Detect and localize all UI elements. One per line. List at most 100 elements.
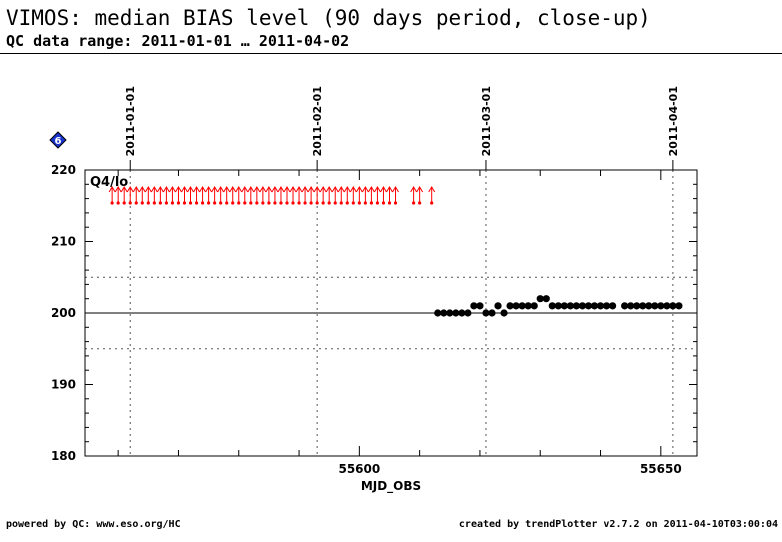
outlier-arrowhead — [175, 186, 182, 193]
outlier-arrowhead — [386, 186, 393, 193]
data-point — [476, 302, 484, 310]
outlier-arrowhead — [325, 186, 333, 193]
data-point — [452, 309, 460, 317]
data-point — [639, 302, 647, 310]
outlier-arrowhead — [271, 186, 279, 193]
outlier-point — [363, 201, 367, 205]
data-point — [621, 302, 629, 310]
outlier-point — [285, 201, 289, 205]
outlier-arrowhead — [150, 186, 158, 193]
outlier-point — [207, 201, 211, 205]
outlier-point — [267, 201, 271, 205]
data-point — [572, 302, 581, 310]
outlier-point — [333, 201, 337, 205]
outlier-point — [140, 201, 144, 205]
data-point — [530, 302, 538, 310]
outlier-point — [188, 201, 193, 205]
outlier-point — [176, 201, 181, 205]
diamond-icon — [49, 131, 67, 149]
outlier-arrowhead — [410, 186, 418, 193]
data-point — [627, 302, 635, 310]
data-point — [669, 302, 677, 310]
data-point — [657, 302, 665, 310]
outlier-point — [273, 201, 277, 205]
data-point — [596, 302, 605, 310]
date-marker-label: 2011-02-01 — [311, 86, 324, 156]
outlier-arrowhead — [374, 186, 381, 193]
outlier-arrowhead — [187, 186, 194, 193]
outlier-point — [243, 201, 247, 205]
outlier-point — [418, 201, 422, 205]
y-tick-label: 220 — [51, 163, 76, 177]
data-point — [464, 309, 472, 317]
date-marker-label: 2011-01-01 — [124, 86, 137, 156]
outlier-point — [213, 201, 217, 205]
bias-chart: 2011-01-01 2011-02-01 2011-03-01 2011-04-01… — [49, 86, 698, 494]
data-point — [602, 302, 611, 310]
outlier-point — [309, 201, 313, 205]
outlier-point — [249, 201, 253, 205]
outlier-arrowhead — [181, 186, 188, 193]
outlier-point — [339, 201, 343, 205]
outlier-arrowhead — [349, 186, 357, 193]
outlier-arrowhead — [392, 186, 399, 193]
data-point — [608, 302, 617, 310]
outlier-arrowhead — [193, 186, 200, 193]
outlier-arrowhead — [223, 186, 231, 193]
outlier-arrowhead — [132, 186, 140, 193]
data-point — [584, 302, 593, 310]
data-range-subtitle: QC data range: 2011-01-01 … 2011-04-02 — [6, 32, 350, 50]
data-point — [458, 309, 466, 317]
outlier-arrowhead — [247, 186, 255, 193]
outlier-arrowhead — [168, 186, 176, 193]
outlier-point — [291, 201, 295, 205]
outlier-arrowhead — [265, 186, 273, 193]
x-axis: 55600 55650 — [117, 170, 682, 476]
outlier-point — [357, 201, 361, 205]
outlier-arrowhead — [307, 186, 315, 193]
y-tick-label: 180 — [51, 449, 76, 463]
header-divider — [0, 53, 782, 54]
badge: 6 — [49, 131, 67, 149]
outlier-point — [387, 201, 392, 205]
outlier-arrows — [108, 186, 436, 205]
data-point — [518, 302, 526, 310]
outlier-arrowhead — [241, 186, 249, 193]
outlier-point — [110, 201, 114, 205]
outlier-arrowhead — [295, 186, 303, 193]
x-axis-label: MJD_OBS — [361, 479, 421, 494]
outlier-point — [134, 201, 138, 205]
data-point — [524, 302, 532, 310]
outlier-point — [146, 201, 150, 205]
outlier-point — [116, 201, 120, 205]
outlier-point — [351, 201, 355, 205]
outlier-point — [164, 201, 168, 205]
data-point — [542, 295, 550, 303]
outlier-arrowhead — [144, 186, 152, 193]
outlier-point — [261, 201, 265, 205]
outlier-point — [279, 201, 283, 205]
outlier-point — [327, 201, 331, 205]
y-tick-label: 200 — [51, 306, 76, 320]
outlier-point — [381, 201, 386, 205]
data-points — [434, 295, 683, 317]
outlier-point — [152, 201, 156, 205]
data-point — [651, 302, 659, 310]
x-tick-label: 55650 — [640, 462, 682, 476]
outlier-point — [321, 201, 325, 205]
outlier-point — [128, 201, 132, 205]
outlier-point — [345, 201, 349, 205]
outlier-arrowhead — [253, 186, 261, 193]
outlier-point — [237, 201, 241, 205]
outlier-arrowhead — [211, 186, 219, 193]
data-point — [470, 302, 478, 310]
data-point — [446, 309, 454, 317]
y-tick-label: 190 — [51, 378, 76, 392]
outlier-arrowhead — [138, 186, 146, 193]
outlier-point — [369, 201, 374, 205]
outlier-point — [231, 201, 235, 205]
outlier-point — [303, 201, 307, 205]
data-point — [633, 302, 641, 310]
outlier-arrowhead — [355, 186, 363, 193]
outlier-arrowhead — [259, 186, 267, 193]
